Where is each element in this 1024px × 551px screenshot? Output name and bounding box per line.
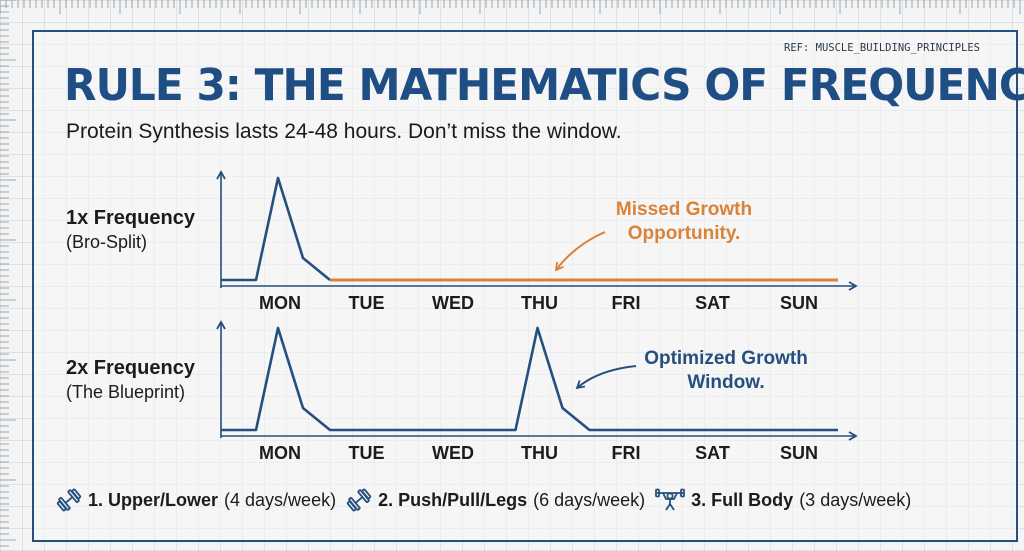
top-ruler	[0, 0, 1021, 14]
split-options-bar: 1. Upper/Lower (4 days/week) 2. Push/Pull/…	[56, 488, 911, 512]
split-name: 1. Upper/Lower	[88, 489, 219, 510]
x-tick-label: MON	[259, 443, 301, 463]
chart-label-main: 1x Frequency	[66, 207, 196, 229]
split-option: 1. Upper/Lower (4 days/week)	[56, 488, 336, 512]
series-line	[221, 326, 838, 432]
left-ruler	[0, 0, 16, 547]
annotation-text: Optimized Growth	[644, 348, 808, 369]
x-tick-label: WED	[432, 443, 474, 463]
x-tick-label: SUN	[780, 293, 818, 313]
page-subtitle: Protein Synthesis lasts 24-48 hours. Don…	[66, 120, 622, 143]
series-line	[221, 176, 331, 282]
split-detail: (3 days/week)	[799, 489, 912, 510]
chart-label-sub: (Bro-Split)	[66, 232, 147, 252]
chart-label-main: 2x Frequency	[66, 357, 196, 379]
x-tick-label: TUE	[349, 293, 385, 313]
x-tick-label: THU	[521, 443, 558, 463]
dumbbell-icon	[346, 488, 372, 512]
split-detail: (4 days/week)	[224, 489, 337, 510]
x-tick-label: TUE	[349, 443, 385, 463]
annotation-text: Window.	[687, 372, 764, 393]
x-tick-label: FRI	[612, 293, 641, 313]
split-name: 2. Push/Pull/Legs	[378, 489, 528, 510]
split-option: 3. Full Body (3 days/week)	[655, 488, 911, 512]
annotation-text: Opportunity.	[628, 223, 741, 244]
x-tick-label: SAT	[695, 293, 730, 313]
lifter-icon	[655, 488, 686, 512]
annotation-arrow	[554, 231, 606, 272]
split-option: 2. Push/Pull/Legs (6 days/week)	[346, 488, 645, 512]
x-tick-label: THU	[521, 293, 558, 313]
x-tick-label: MON	[259, 293, 301, 313]
page-title: RULE 3: THE MATHEMATICS OF FREQUENCY	[64, 60, 1024, 111]
chart-1: 1x Frequency (Bro-Split) MON TUE WED THU FRI SA…	[66, 170, 858, 313]
split-detail: (6 days/week)	[533, 489, 646, 510]
reference-label: REF: MUSCLE_BUILDING_PRINCIPLES	[784, 42, 980, 54]
x-tick-label: SUN	[780, 443, 818, 463]
annotation-text: Missed Growth	[616, 199, 752, 220]
x-tick-label: WED	[432, 293, 474, 313]
annotation-arrow	[575, 365, 637, 390]
chart-label-sub: (The Blueprint)	[66, 382, 185, 402]
split-name: 3. Full Body	[691, 489, 794, 510]
x-tick-label: FRI	[612, 443, 641, 463]
dumbbell-icon	[56, 488, 82, 512]
x-tick-label: SAT	[695, 443, 730, 463]
chart-2: 2x Frequency (The Blueprint) MON TUE WED THU F…	[66, 320, 858, 463]
